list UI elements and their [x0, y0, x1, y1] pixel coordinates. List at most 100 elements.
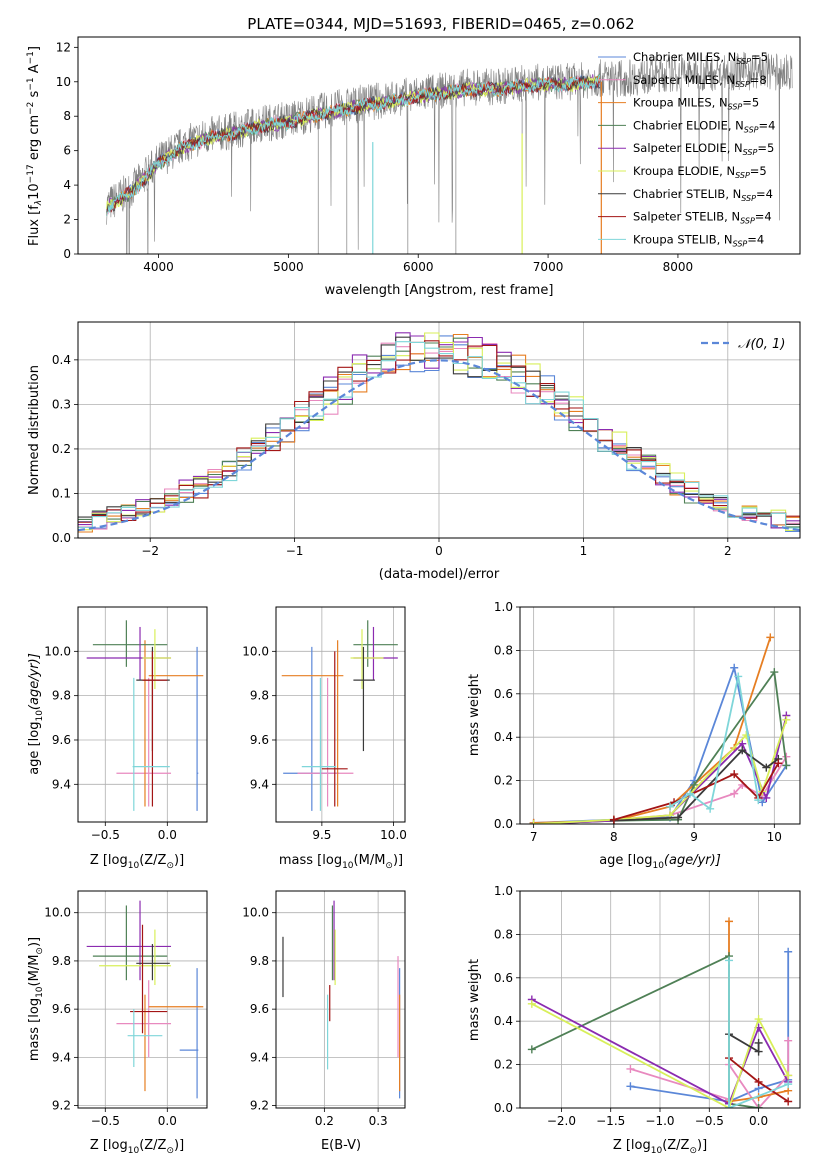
weight-marker-chabrier-stelib — [738, 746, 747, 755]
weight-marker-salpeter-stelib — [730, 770, 739, 779]
weight-marker-chabrier-stelib — [674, 813, 683, 822]
y-tick-label: 10 — [56, 75, 71, 89]
y-axis-label-part: s — [27, 90, 42, 101]
weight-marker-chabrier-miles — [626, 1082, 635, 1091]
plot-area — [78, 607, 207, 822]
axes-frame — [275, 606, 406, 823]
y-tick-label: 2 — [63, 213, 71, 227]
x-tick-label: 8000 — [663, 260, 694, 274]
x-axis-label-part: Z [log — [90, 853, 128, 868]
plot-area — [520, 607, 800, 824]
panel-age-vs-Z: −0.5 0.09.49.69.810.0Z [log10(Z/Z⊙)]age [… — [27, 606, 208, 871]
weight-marker-chabrier-stelib — [754, 1047, 763, 1056]
y-tick-label: 0.0 — [494, 817, 513, 831]
plot-area — [276, 607, 405, 822]
x-axis-label-part: ⊙ — [385, 861, 393, 871]
x-tick-label: 10 — [767, 830, 782, 844]
y-tick-label: 9.2 — [250, 1099, 269, 1113]
y-tick-label: 9.4 — [250, 1050, 269, 1064]
y-axis-label-part: mass [log — [27, 998, 42, 1061]
x-axis-label: wavelength [Angstrom, rest frame] — [325, 283, 554, 298]
x-axis-label-part: 10 — [342, 861, 354, 871]
x-tick-label: 0.3 — [369, 1114, 388, 1128]
y-axis-label-part: −1 — [26, 77, 36, 90]
weight-marker-salpeter-miles — [730, 789, 739, 798]
legend-label-part: SSP — [728, 103, 743, 112]
legend-label-part: =8 — [750, 73, 767, 87]
y-tick-label: 12 — [56, 40, 71, 54]
y-tick-label: 0.3 — [52, 397, 71, 411]
legend-label-part: SSP — [733, 239, 748, 248]
weight-line-chabrier-elodie — [531, 954, 759, 1108]
weight-marker-kroupa-elodie — [529, 820, 538, 824]
legend-label-salpeter-stelib: Salpeter STELIB, NSSP=4 — [633, 210, 772, 226]
weight-marker-chabrier-miles — [784, 947, 793, 956]
x-tick-label: 0.0 — [749, 1114, 768, 1128]
weight-marker-kroupa-stelib — [725, 1104, 734, 1108]
y-axis-label-part: 10 — [35, 986, 45, 998]
x-axis-label-part: ⊙ — [689, 1146, 697, 1156]
y-tick-label: 9.4 — [52, 1050, 71, 1064]
x-axis-label: (data-model)/error — [379, 567, 500, 582]
y-tick-label: 9.6 — [52, 733, 71, 747]
x-tick-label: 9 — [690, 830, 698, 844]
weight-line-kroupa-elodie — [533, 719, 788, 824]
y-axis-label-part: age [log — [27, 722, 42, 775]
x-axis-label-part: (Z/Z — [662, 1138, 689, 1153]
y-tick-label: 0.4 — [494, 1014, 513, 1028]
x-tick-label: 0.2 — [315, 1114, 334, 1128]
weight-marker-chabrier-elodie — [754, 1104, 763, 1108]
y-tick-label: 0.1 — [52, 486, 71, 500]
legend-label-chabrier-miles: Chabrier MILES, NSSP=5 — [633, 50, 768, 66]
y-tick-label: 0.4 — [52, 353, 71, 367]
weight-marker-kroupa-stelib — [784, 1080, 793, 1089]
y-axis-label: mass weight — [467, 674, 482, 756]
weight-marker-salpeter-elodie — [762, 793, 771, 802]
x-axis-label-part: 10 — [128, 861, 140, 871]
y-tick-label: 9.4 — [52, 777, 71, 791]
y-tick-label: 9.8 — [52, 689, 71, 703]
model-kroupa-stelib — [106, 74, 601, 217]
axes-frame — [519, 606, 801, 825]
x-tick-label: 7 — [530, 830, 538, 844]
weight-marker-chabrier-elodie — [690, 780, 699, 789]
weight-marker-chabrier-stelib — [762, 763, 771, 772]
y-axis-label: Flux [fλ10−17 erg cm−2 s−1 A−1] — [26, 46, 44, 246]
x-tick-label: −1.0 — [645, 1114, 674, 1128]
axes-frame — [77, 606, 208, 823]
weight-marker-salpeter-stelib — [754, 1077, 763, 1086]
y-tick-label: 0.6 — [494, 687, 513, 701]
y-axis-label-part: 10 — [35, 710, 45, 722]
weight-marker-kroupa-stelib — [734, 672, 743, 681]
legend-label-salpeter-elodie: Salpeter ELODIE, NSSP=5 — [633, 141, 774, 157]
y-tick-label: 9.8 — [52, 954, 71, 968]
weight-line-chabrier-elodie — [533, 669, 788, 824]
weight-marker-kroupa-stelib — [666, 802, 675, 811]
weight-marker-salpeter-miles — [784, 1036, 793, 1045]
y-tick-label: 0.4 — [494, 730, 513, 744]
panel-mass-vs-ebv: 0.2 0.3 9.2 9.4 9.6 9.8 10.0 E(B-V) — [242, 890, 406, 1153]
legend-label-part: Chabrier MILES, N — [633, 50, 736, 64]
panel-spectrum: 4000 5000 6000 7000 8000 0 2 4 6 8 10 12 Chabrier MI… — [26, 36, 801, 298]
x-axis-label: mass [log10(M/M⊙)] — [279, 853, 403, 871]
histogram-salpeter-elodie — [78, 332, 800, 529]
legend-label-kroupa-miles: Kroupa MILES, NSSP=5 — [633, 96, 759, 112]
legend-label-part: Salpeter ELODIE, N — [633, 141, 743, 155]
legend-label-part: SSP — [743, 148, 758, 157]
y-axis-label-part: ] — [27, 46, 42, 51]
y-tick-label: 0 — [63, 247, 71, 261]
y-axis-label-part: erg cm — [27, 115, 42, 164]
x-axis-label-part: Z [log — [90, 1138, 128, 1153]
plot-area — [78, 322, 800, 538]
x-tick-label: 0 — [435, 544, 443, 558]
y-tick-label: 0.2 — [494, 774, 513, 788]
weight-marker-chabrier-elodie — [782, 761, 791, 770]
y-tick-label: 0.0 — [494, 1101, 513, 1115]
y-tick-label: 10.0 — [44, 906, 71, 920]
y-tick-label: 9.2 — [52, 1099, 71, 1113]
y-tick-label: 9.8 — [250, 954, 269, 968]
panel-age-vs-mass: 9.5 10.0 9.4 9.6 9.8 10.0 mass [log10(M/M⊙)] — [242, 606, 407, 871]
plot-area — [276, 891, 405, 1108]
y-tick-label: 9.8 — [250, 689, 269, 703]
